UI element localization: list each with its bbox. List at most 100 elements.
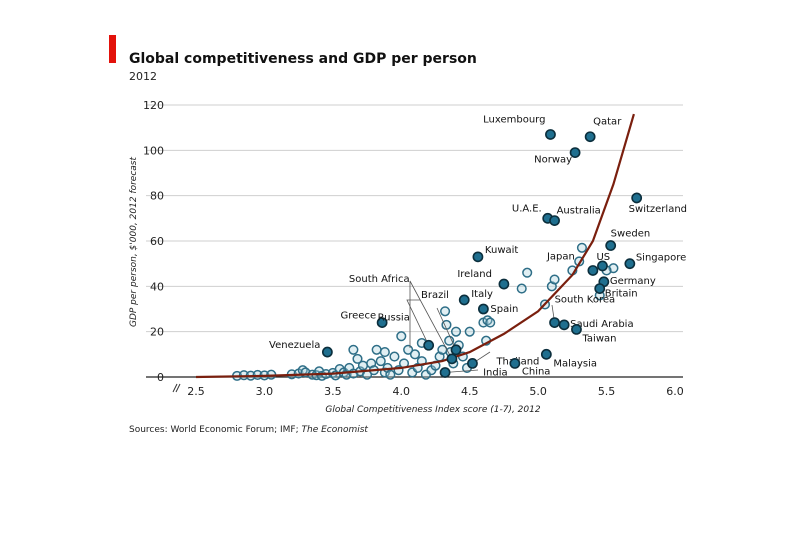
highlight-point [545, 129, 556, 140]
highlight-point [584, 131, 596, 143]
highlighted-countries: Luxembourg Qatar Norway Switzerland U.A.E. Au… [269, 114, 687, 378]
y-tick-label: 120 [143, 99, 164, 112]
leader-line [436, 307, 457, 350]
country-label: Germany [610, 276, 656, 287]
country-label: Norway [534, 155, 572, 166]
data-point [464, 326, 475, 337]
leader-line [445, 369, 479, 373]
country-label: Australia [557, 206, 601, 217]
data-point [516, 283, 527, 294]
data-point [522, 267, 533, 278]
y-tick-label: 80 [150, 190, 164, 203]
country-label: Japan [546, 251, 575, 262]
data-point [440, 306, 451, 317]
x-tick-label: 2.5 [187, 385, 205, 398]
x-tick-label: 5.5 [598, 385, 616, 398]
highlight-point [423, 339, 435, 351]
y-tick-label: 40 [150, 280, 164, 293]
country-label: Luxembourg [483, 114, 545, 125]
y-tick-label: 20 [150, 326, 164, 339]
leader-line [409, 280, 453, 360]
trend-curve [195, 113, 635, 379]
country-label: Spain [490, 304, 518, 315]
country-label: Switzerland [629, 204, 687, 215]
country-label: Taiwan [581, 333, 616, 344]
highlight-point [509, 357, 521, 369]
data-point [576, 242, 587, 253]
y-axis-label: GDP per person, $'000, 2012 forecast [129, 157, 139, 328]
country-label: Sweden [611, 229, 651, 240]
y-tick-label: 100 [143, 144, 164, 157]
highlight-point [321, 346, 333, 358]
highlight-point [376, 317, 388, 328]
country-label: Venezuela [269, 340, 320, 351]
highlight-point [540, 348, 552, 360]
x-tick-label: 4.0 [393, 385, 411, 398]
y-tick-labels: 0 20 40 60 80 100 120 [143, 99, 164, 384]
data-point [371, 344, 382, 355]
highlight-point [439, 367, 451, 378]
country-label: India [483, 367, 508, 378]
highlight-point [549, 215, 560, 226]
country-label: Ireland [457, 269, 492, 280]
data-point [485, 317, 496, 328]
highlight-point [477, 303, 489, 315]
chart-title: Global competitiveness and GDP per perso… [129, 51, 477, 67]
data-point [389, 351, 400, 362]
x-tick-label: 4.5 [461, 385, 479, 398]
x-tick-labels: 2.5 3.0 3.5 4.0 4.5 5.0 5.5 6.0 [187, 385, 684, 398]
highlight-point [472, 251, 484, 263]
country-label: China [522, 366, 551, 377]
data-point [352, 353, 363, 364]
country-label: Kuwait [485, 245, 518, 256]
data-point [409, 349, 421, 360]
country-label: South Africa [349, 274, 410, 285]
x-axis-label: Global Competitiveness Index score (1-7)… [325, 405, 540, 415]
highlight-point [549, 317, 560, 328]
data-point [385, 369, 396, 380]
highlight-point [558, 319, 570, 331]
country-label: Saudi Arabia [570, 319, 633, 330]
country-label: South Korea [555, 295, 616, 306]
x-tick-label: 3.5 [324, 385, 342, 398]
axis-break-marker [172, 383, 181, 393]
data-point [396, 331, 407, 342]
data-point [379, 347, 390, 358]
label-leader-lines [406, 280, 555, 373]
country-label: US [596, 252, 610, 263]
y-tick-label: 0 [157, 371, 164, 384]
highlight-point [587, 265, 599, 276]
highlight-point [605, 240, 617, 251]
country-label: U.A.E. [512, 203, 542, 214]
country-label: Britain [605, 289, 638, 300]
chart-subtitle: 2012 [129, 70, 157, 83]
data-point [357, 360, 369, 371]
country-label: Singapore [636, 253, 686, 264]
y-tick-label: 60 [150, 235, 164, 248]
country-label: Russia [378, 312, 410, 323]
x-tick-label: 5.0 [529, 385, 547, 398]
source-note: Sources: World Economic Forum; IMF; The … [129, 425, 368, 435]
data-point [549, 274, 560, 285]
data-point [375, 356, 386, 367]
highlight-point [569, 147, 581, 158]
highlight-point [624, 258, 636, 270]
country-label: Brazil [421, 290, 449, 301]
highlight-point [467, 357, 478, 369]
country-label: Italy [471, 289, 493, 300]
data-point [348, 344, 359, 355]
country-label: Qatar [593, 117, 622, 128]
highlight-point [571, 323, 582, 335]
data-point [450, 326, 462, 337]
leader-line [406, 299, 430, 346]
title-accent-bar [109, 35, 116, 63]
highlight-point [446, 353, 458, 365]
grid [146, 104, 683, 378]
country-label: Malaysia [553, 358, 597, 369]
highlight-point [594, 283, 606, 294]
highlight-point [458, 294, 470, 306]
highlight-point [498, 278, 510, 290]
x-tick-label: 6.0 [666, 385, 684, 398]
highlight-point [631, 192, 643, 204]
